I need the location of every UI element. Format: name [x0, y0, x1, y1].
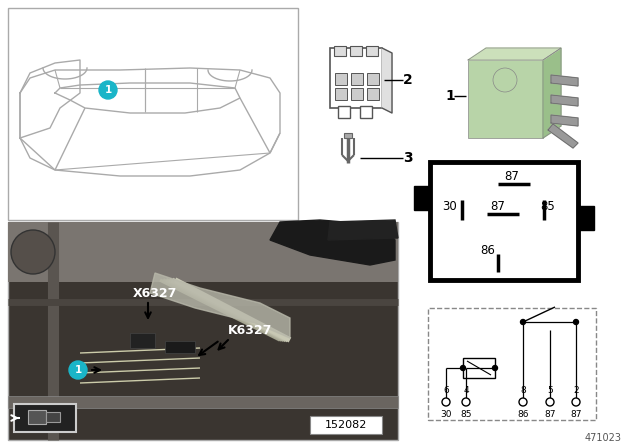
Circle shape: [69, 361, 87, 379]
Text: 4: 4: [463, 385, 469, 395]
Polygon shape: [543, 48, 561, 138]
Circle shape: [573, 319, 579, 324]
Circle shape: [493, 366, 497, 370]
Text: 471023: 471023: [584, 433, 621, 443]
Bar: [335, 88, 347, 100]
Bar: [165, 341, 195, 353]
Bar: [428, 308, 596, 420]
Bar: [430, 162, 578, 280]
Bar: [338, 106, 350, 118]
Bar: [334, 46, 346, 56]
Circle shape: [442, 398, 450, 406]
Bar: [367, 88, 379, 100]
Text: 2: 2: [573, 385, 579, 395]
Polygon shape: [328, 220, 398, 240]
Polygon shape: [551, 75, 578, 86]
Text: 87: 87: [544, 409, 556, 418]
Polygon shape: [150, 273, 290, 338]
Bar: [344, 133, 352, 138]
Text: 3: 3: [403, 151, 413, 165]
Bar: [463, 358, 495, 378]
Circle shape: [572, 398, 580, 406]
Circle shape: [519, 398, 527, 406]
Text: 85: 85: [541, 199, 556, 212]
Polygon shape: [468, 48, 561, 60]
Text: 30: 30: [440, 409, 452, 418]
Bar: [351, 73, 363, 85]
Polygon shape: [551, 95, 578, 106]
Bar: [351, 88, 363, 100]
Bar: [367, 73, 379, 85]
Text: 1: 1: [74, 365, 82, 375]
Circle shape: [462, 398, 470, 406]
Text: 86: 86: [481, 244, 495, 257]
Text: 8: 8: [520, 385, 526, 395]
Polygon shape: [270, 220, 395, 265]
Bar: [578, 206, 594, 230]
Bar: [8, 222, 398, 440]
Bar: [8, 8, 298, 220]
Bar: [46, 412, 60, 422]
Text: 6: 6: [443, 385, 449, 395]
Bar: [360, 106, 372, 118]
Text: K6327: K6327: [228, 323, 272, 336]
Polygon shape: [551, 115, 578, 126]
Polygon shape: [548, 124, 578, 148]
Bar: [366, 46, 378, 56]
Bar: [414, 186, 430, 210]
Text: 87: 87: [491, 199, 506, 212]
Text: 1: 1: [104, 85, 111, 95]
Circle shape: [520, 319, 525, 324]
Circle shape: [546, 398, 554, 406]
Polygon shape: [382, 48, 392, 113]
Circle shape: [99, 81, 117, 99]
Text: 85: 85: [460, 409, 472, 418]
Text: 87: 87: [504, 169, 520, 182]
Circle shape: [461, 366, 465, 370]
Text: 30: 30: [443, 199, 458, 212]
Bar: [28, 410, 46, 424]
Bar: [130, 333, 155, 348]
Bar: [350, 46, 362, 56]
Text: 152082: 152082: [325, 420, 367, 430]
Bar: [330, 48, 382, 108]
Bar: [8, 222, 398, 282]
Text: 1: 1: [445, 89, 455, 103]
Text: X6327: X6327: [133, 287, 177, 300]
Text: 87: 87: [570, 409, 582, 418]
Bar: [468, 60, 543, 138]
Text: 2: 2: [403, 73, 413, 87]
Bar: [310, 416, 382, 434]
Text: 5: 5: [547, 385, 553, 395]
Bar: [8, 396, 398, 408]
Text: 86: 86: [517, 409, 529, 418]
Bar: [335, 73, 347, 85]
Bar: [14, 404, 76, 432]
Circle shape: [11, 230, 55, 274]
